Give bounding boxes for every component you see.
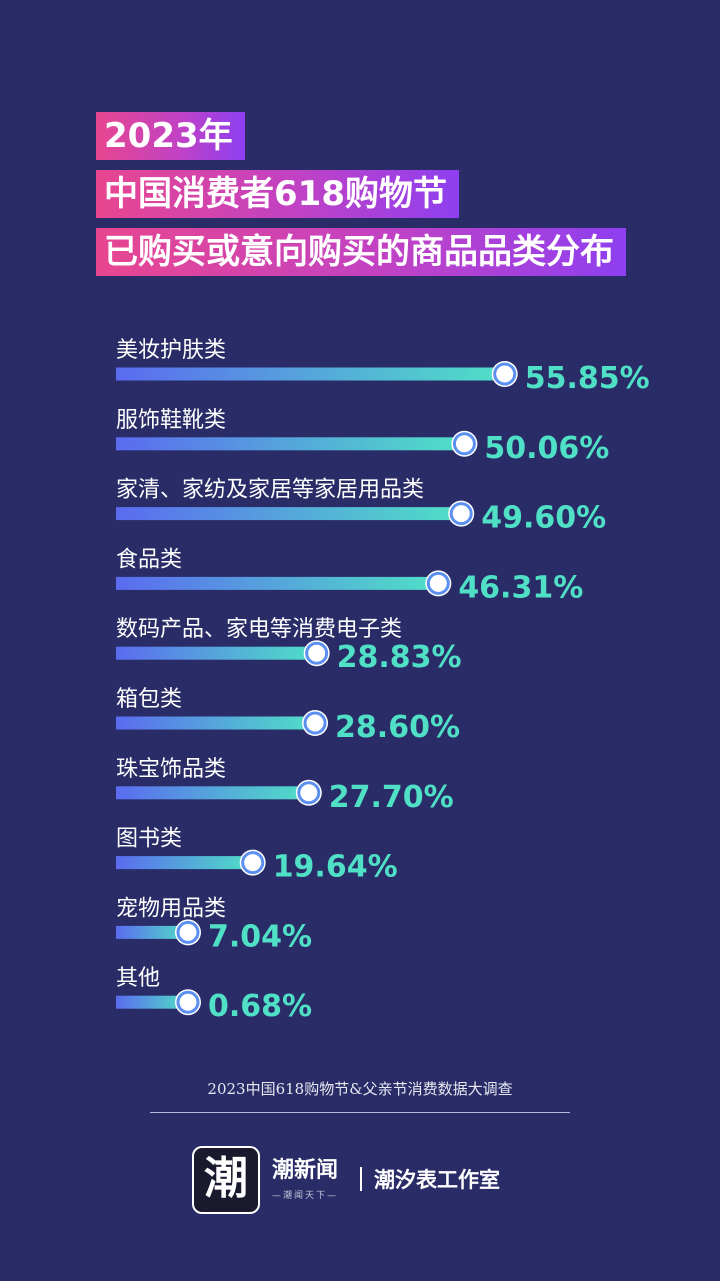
bar: [116, 507, 462, 521]
bar-end-ring: [241, 851, 265, 875]
value-label: 55.85%: [525, 361, 650, 396]
title-line-3: 已购买或意向购买的商品品类分布: [96, 228, 626, 276]
bar-end-ring: [176, 920, 200, 944]
bar-end-dot: [182, 926, 194, 939]
value-label: 0.68%: [208, 989, 312, 1024]
bar-end-dot: [302, 786, 315, 799]
value-label: 49.60%: [481, 501, 606, 536]
source-note: 2023中国618购物节&父亲节消费数据大调查: [207, 1080, 513, 1098]
bar-end-dot: [455, 507, 468, 520]
category-label: 宠物用品类: [116, 896, 226, 921]
category-label: 家清、家纺及家居等家居用品类: [116, 478, 424, 503]
value-label: 50.06%: [484, 431, 609, 466]
brand-slogan: —潮闻天下—: [272, 1191, 339, 1201]
category-label: 数码产品、家电等消费电子类: [116, 617, 402, 642]
bar: [116, 576, 439, 590]
bar-end-dot: [458, 437, 471, 450]
category-label: 食品类: [116, 547, 182, 572]
category-label: 图书类: [116, 827, 182, 852]
bar: [116, 716, 316, 730]
brand-name: 潮新闻: [272, 1158, 339, 1183]
brand-separator: [360, 1167, 362, 1191]
footer-divider: [150, 1112, 570, 1113]
bar-chart: 美妆护肤类 55.85% 服饰鞋靴类 50.06% 家清、家纺及家居等家居用品类 49.6…: [116, 338, 650, 1024]
category-label: 珠宝饰品类: [116, 757, 226, 782]
value-label: 28.83%: [337, 640, 462, 675]
bar: [116, 925, 188, 939]
category-label: 服饰鞋靴类: [116, 408, 226, 433]
bar-end-ring: [297, 781, 321, 805]
bar-end-ring: [449, 502, 473, 526]
title-line-1: 2023年: [96, 112, 245, 160]
category-label: 其他: [116, 966, 160, 991]
bar: [116, 995, 188, 1009]
bar-end-ring: [452, 432, 476, 456]
category-label: 箱包类: [116, 687, 182, 712]
value-label: 28.60%: [335, 710, 460, 745]
value-label: 19.64%: [273, 850, 398, 885]
bar-end-dot: [432, 577, 445, 590]
bar: [116, 646, 317, 660]
bar-end-dot: [310, 647, 323, 660]
bar-end-ring: [305, 641, 329, 665]
bar-end-dot: [498, 368, 511, 380]
value-label: 27.70%: [329, 780, 454, 815]
bar-end-ring: [426, 571, 450, 595]
bar-end-ring: [176, 990, 200, 1014]
bar-end-dot: [246, 856, 259, 869]
value-label: 7.04%: [208, 919, 312, 954]
bar: [116, 437, 465, 451]
bar-end-dot: [309, 717, 322, 729]
chaoxinwen-logo: 潮: [192, 1146, 260, 1214]
bar: [116, 367, 505, 381]
bar-end-ring: [493, 362, 517, 386]
title-line-2: 中国消费者618购物节: [96, 170, 459, 218]
studio-name: 潮汐表工作室: [374, 1168, 500, 1192]
bar-end-ring: [303, 711, 327, 735]
bar: [116, 856, 253, 870]
category-label: 美妆护肤类: [116, 338, 226, 363]
bar: [116, 786, 309, 800]
value-label: 46.31%: [458, 570, 583, 605]
bar-end-dot: [182, 996, 194, 1009]
